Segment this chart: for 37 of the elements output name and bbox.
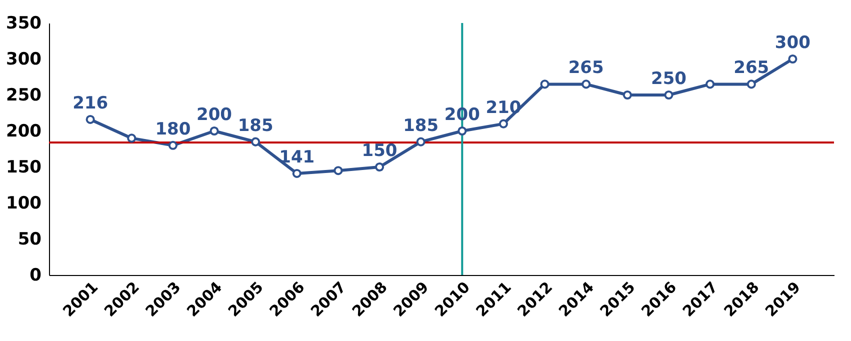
y-tick-label: 50	[18, 230, 42, 250]
point	[664, 90, 674, 100]
data-label: 265	[734, 58, 770, 78]
y-tick-label: 350	[6, 14, 42, 34]
point	[746, 80, 756, 89]
y-tick-label: 300	[6, 50, 42, 70]
y-tick-label: 250	[6, 86, 42, 106]
point	[706, 80, 715, 89]
point	[374, 162, 384, 172]
data-label: 200	[196, 105, 232, 125]
y-tick-label: 100	[6, 194, 42, 214]
point	[788, 54, 798, 64]
point	[251, 137, 260, 146]
data-label: 265	[568, 58, 604, 78]
point	[210, 126, 219, 136]
point	[582, 80, 591, 89]
data-label: 180	[155, 119, 191, 140]
point	[292, 168, 302, 178]
y-tick-label: 200	[6, 122, 42, 142]
point	[86, 114, 95, 124]
point	[416, 137, 426, 146]
point	[540, 80, 550, 89]
point	[458, 126, 467, 136]
data-label: 250	[650, 69, 687, 89]
point	[498, 119, 508, 128]
point	[127, 134, 136, 143]
data-label: 141	[279, 147, 315, 168]
data-label: 300	[774, 33, 811, 53]
data-label: 216	[72, 93, 108, 114]
data-label: 185	[403, 116, 439, 136]
y-tick-label: 0	[30, 266, 42, 286]
data-label: 150	[362, 141, 398, 161]
point	[168, 140, 178, 150]
point	[334, 166, 343, 176]
y-tick-label: 150	[6, 158, 42, 178]
point	[622, 90, 632, 100]
data-label: 185	[238, 116, 274, 136]
